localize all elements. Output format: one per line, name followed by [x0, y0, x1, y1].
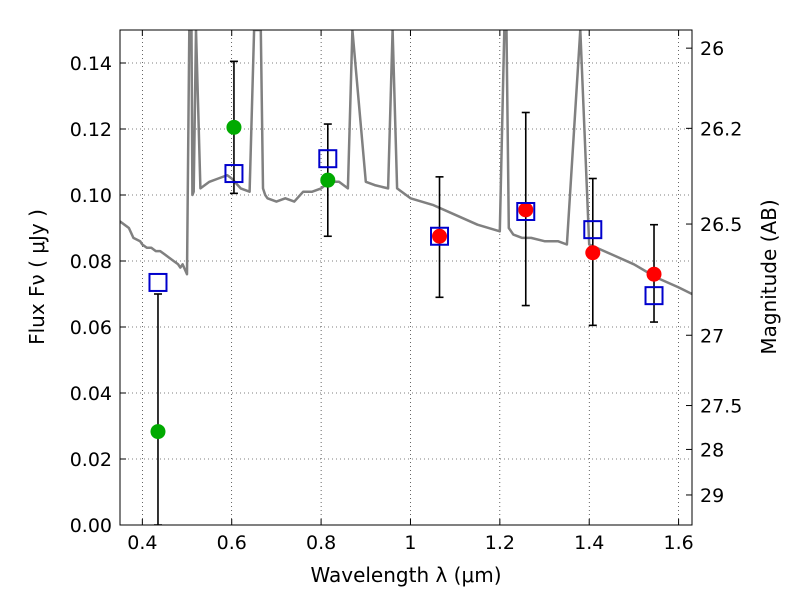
x-tick-label: 1.4 [574, 532, 604, 554]
y-tick-label: 0.06 [70, 317, 112, 339]
right-tick-label: 28 [700, 439, 724, 461]
right-tick-label: 26.5 [700, 214, 742, 236]
model-flux-square [583, 220, 603, 240]
x-tick-label: 0.4 [127, 532, 157, 554]
observed-flux-point [518, 202, 534, 218]
model-flux-square [224, 164, 244, 184]
model-flux-square [644, 286, 664, 306]
observed-flux-point [226, 119, 242, 135]
observed-flux-point [150, 424, 166, 440]
y-tick-label: 0.08 [70, 251, 112, 273]
y-tick-label: 0.10 [70, 185, 112, 207]
ticks-layer: 0.4 0.6 0.8 1 1.2 1.4 1.6 0.00 0.02 0.04 0.06 0.08 0… [70, 30, 742, 554]
observed-flux-point [585, 245, 601, 261]
model-flux-square [148, 272, 168, 292]
y-tick-label: 0.14 [70, 53, 112, 75]
observed-flux-point [320, 172, 336, 188]
y-tick-label: 0.12 [70, 119, 112, 141]
observed-flux-point [646, 266, 662, 282]
model-flux-square [318, 149, 338, 169]
x-tick-label: 1.2 [485, 532, 515, 554]
right-tick-label: 26.2 [700, 118, 742, 140]
right-tick-label: 27.5 [700, 396, 742, 418]
model-spectrum-line [120, 30, 692, 296]
right-axis-label: Magnitude (AB) [757, 199, 781, 354]
right-tick-label: 26 [700, 38, 724, 60]
y-axis-label: Flux Fν ( μJy ) [25, 209, 49, 345]
x-tick-label: 1.6 [663, 532, 693, 554]
y-tick-label: 0.04 [70, 383, 112, 405]
y-tick-label: 0.00 [70, 515, 112, 537]
model-flux-square [430, 226, 450, 246]
right-tick-label: 29 [700, 485, 724, 507]
observed-flux-point [432, 228, 448, 244]
data-layer [120, 30, 692, 525]
right-tick-label: 27 [700, 325, 724, 347]
x-axis-label: Wavelength λ (μm) [310, 563, 501, 587]
y-tick-label: 0.02 [70, 449, 112, 471]
plot-frame [119, 29, 693, 526]
model-flux-square [516, 202, 536, 221]
x-tick-label: 1 [404, 532, 416, 554]
x-tick-label: 0.6 [217, 532, 247, 554]
x-tick-label: 0.8 [306, 532, 336, 554]
